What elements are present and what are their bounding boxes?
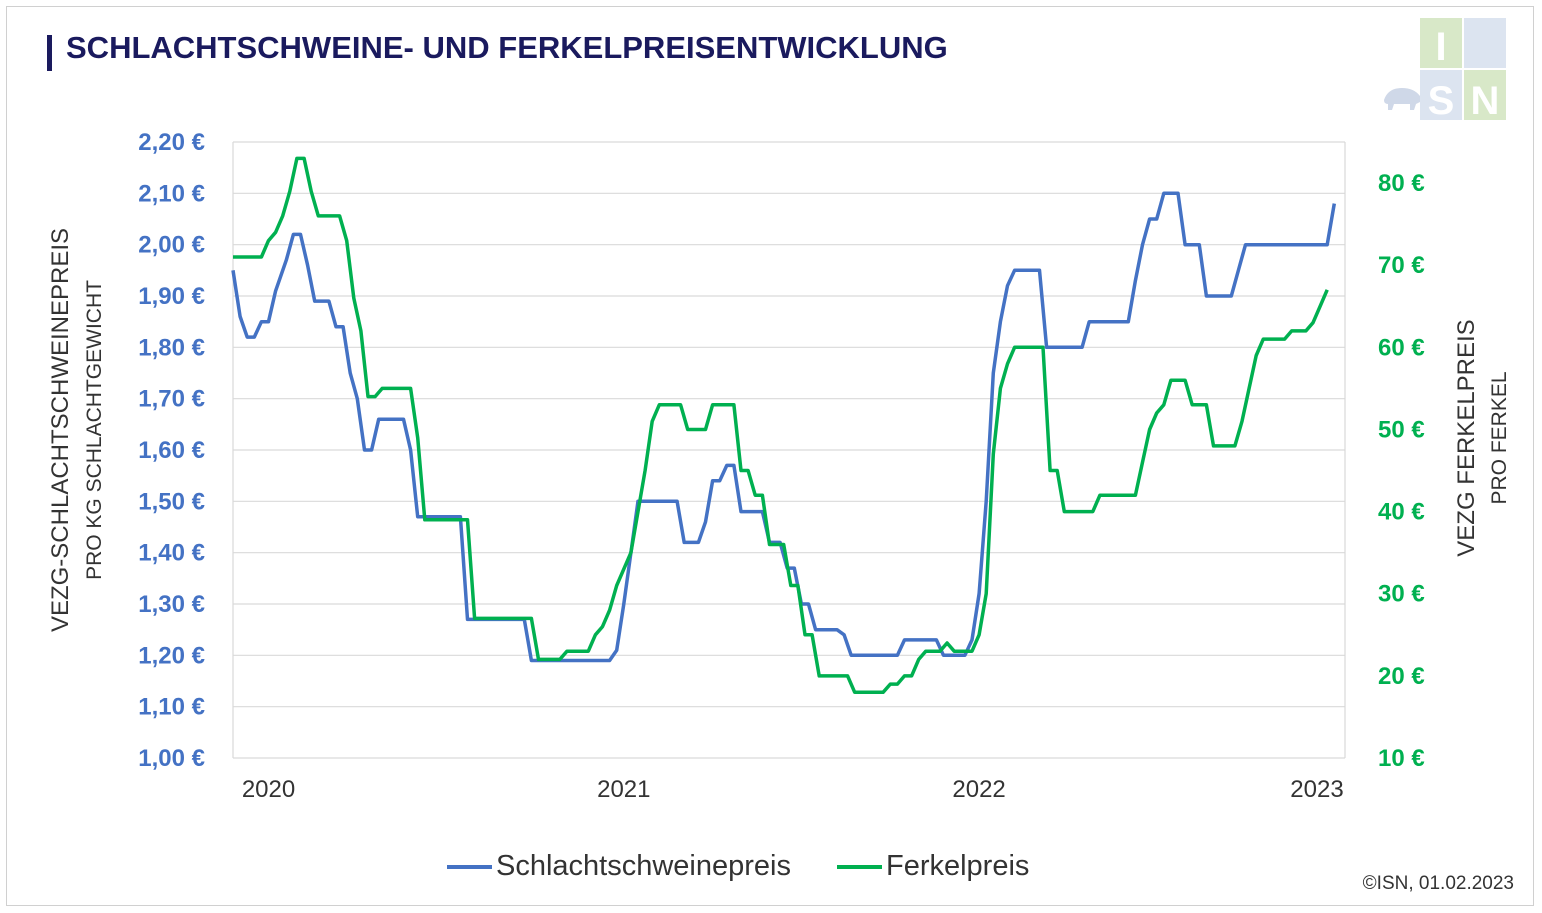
svg-text:S: S [1428, 79, 1455, 122]
right-axis-label-main: VEZG FERKELPREIS [1453, 319, 1480, 556]
left-tick-label: 1,60 € [138, 437, 205, 464]
legend-item-ferkelpreis: Ferkelpreis [836, 850, 1030, 883]
x-tick-label: 2021 [597, 776, 650, 803]
right-tick-label: 30 € [1378, 581, 1425, 608]
series-lines [231, 156, 1337, 695]
legend-label-ferkelpreis: Ferkelpreis [885, 850, 1030, 882]
right-tick-label: 80 € [1378, 170, 1425, 197]
copyright-note: ©ISN, 01.02.2023 [1362, 873, 1514, 894]
title-accent-bar [47, 35, 52, 71]
series-line-ferkelpreis [233, 156, 1329, 695]
legend-item-schlachtschweinepreis: Schlachtschweinepreis [447, 850, 791, 883]
svg-text:N: N [1471, 79, 1500, 122]
left-tick-label: 1,80 € [138, 334, 205, 361]
series-line-schlachtschweinepreis [231, 191, 1337, 663]
left-tick-label: 1,70 € [138, 386, 205, 413]
right-tick-label: 50 € [1378, 416, 1425, 443]
right-tick-label: 40 € [1378, 499, 1425, 526]
right-axis-ticks: 10 € 20 € 30 € 40 € 50 € 60 € 70 € 80 € [1378, 170, 1425, 772]
legend: Schlachtschweinepreis Ferkelpreis [447, 850, 1075, 883]
grid-lines [232, 141, 1346, 759]
left-tick-label: 1,90 € [138, 283, 205, 310]
right-tick-label: 20 € [1378, 663, 1425, 690]
right-tick-label: 70 € [1378, 252, 1425, 279]
left-tick-label: 1,40 € [138, 540, 205, 567]
left-tick-label: 2,10 € [138, 180, 205, 207]
right-tick-label: 10 € [1378, 745, 1425, 772]
x-tick-label: 2020 [242, 776, 295, 803]
left-tick-label: 1,30 € [138, 591, 205, 618]
left-tick-label: 1,10 € [138, 694, 205, 721]
left-tick-label: 2,00 € [138, 232, 205, 259]
right-tick-label: 60 € [1378, 334, 1425, 361]
left-tick-label: 2,20 € [138, 129, 205, 156]
left-tick-label: 1,20 € [138, 642, 205, 669]
svg-text:I: I [1435, 25, 1446, 69]
isn-logo: I S N [1384, 18, 1506, 122]
left-tick-label: 1,00 € [138, 745, 205, 772]
left-axis-ticks: 1,00 € 1,10 € 1,20 € 1,30 € 1,40 € 1,50 € 1,60… [138, 129, 205, 772]
chart-frame [6, 6, 1534, 906]
right-axis-label-sub: PRO FERKEL [1488, 371, 1511, 504]
x-tick-label: 2023 [1290, 776, 1343, 803]
left-axis-label-sub: PRO KG SCHLACHTGEWICHT [83, 280, 106, 580]
x-tick-label: 2022 [952, 776, 1005, 803]
left-tick-label: 1,50 € [138, 488, 205, 515]
chart-title: SCHLACHTSCHWEINE- UND FERKELPREISENTWICK… [66, 30, 948, 65]
left-axis-label-main: VEZG-SCHLACHTSCHWEINEPREIS [47, 228, 74, 632]
x-axis-ticks: 2020 2021 2022 2023 [242, 776, 1344, 803]
legend-label-schlachtschweinepreis: Schlachtschweinepreis [496, 850, 791, 882]
legend-swatch-green [836, 864, 882, 869]
legend-swatch-blue [447, 864, 492, 869]
